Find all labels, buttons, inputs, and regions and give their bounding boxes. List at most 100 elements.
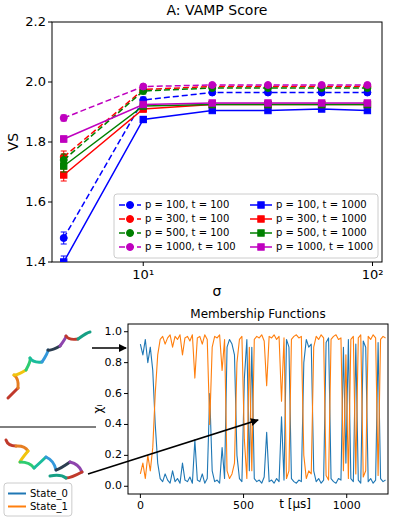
marker <box>318 82 325 89</box>
marker <box>265 107 271 113</box>
marker <box>61 259 67 262</box>
y-tick-label: 1.6 <box>25 194 46 209</box>
error-bar <box>61 136 67 142</box>
marker <box>209 82 216 89</box>
backbone-segment <box>66 336 78 339</box>
plot-area <box>140 335 385 483</box>
backbone-segment <box>48 346 60 350</box>
y-axis-title: χᵢ <box>91 404 105 413</box>
x-tick-label: 0 <box>137 499 144 512</box>
marker <box>61 136 67 142</box>
backbone-segment <box>34 457 46 468</box>
legend-box <box>114 194 378 258</box>
backbone-segment <box>50 475 66 478</box>
x-tick <box>140 494 141 498</box>
arrow <box>88 420 258 474</box>
x-tick-label: 10² <box>362 267 384 282</box>
series-line <box>64 103 368 139</box>
marker <box>60 235 67 242</box>
figure: A: VAMP Score1.41.61.82.02.210¹10²σVSp =… <box>0 0 398 521</box>
marker <box>364 100 370 106</box>
y-tick <box>124 424 128 425</box>
y-tick-label: 0.4 <box>105 417 123 430</box>
y-tick <box>48 142 52 143</box>
marker <box>209 107 215 113</box>
legend: State_0State_1 <box>4 483 72 516</box>
plot-area <box>60 82 371 263</box>
backbone-segment <box>8 388 18 398</box>
marker <box>60 115 67 122</box>
y-tick-label: 0.2 <box>105 448 123 461</box>
backbone-segment <box>42 350 48 362</box>
legend-marker <box>258 216 264 222</box>
legend-box <box>4 483 72 516</box>
legend-marker <box>258 202 264 208</box>
title: Membership Functions <box>190 307 325 321</box>
marker <box>265 100 271 106</box>
error-cap <box>61 181 67 182</box>
backbone-segment <box>46 457 56 470</box>
backbone-segment <box>70 462 82 472</box>
backbone-segment <box>60 336 66 346</box>
legend-marker <box>258 230 264 236</box>
y-tick <box>48 82 52 83</box>
y-tick-label: 2.2 <box>25 14 46 29</box>
backbone-segment <box>20 451 28 462</box>
legend-label: p = 100, t = 100 <box>145 199 229 210</box>
backbone-segment <box>6 440 16 446</box>
backbone-segment <box>66 472 82 478</box>
backbone-segment <box>78 332 90 339</box>
series-line <box>64 88 368 160</box>
error-cap <box>61 160 67 161</box>
y-tick-label: 1.4 <box>25 254 46 269</box>
marker <box>364 107 370 113</box>
x-tick-label: 1000 <box>333 499 361 512</box>
legend-label: p = 1000, t = 100 <box>145 241 236 252</box>
legend-label: p = 300, t = 1000 <box>276 213 367 224</box>
marker <box>364 82 371 89</box>
y-tick <box>124 486 128 487</box>
error-cap <box>61 172 67 173</box>
y-tick <box>48 262 52 263</box>
x-axis-title: σ <box>213 283 222 299</box>
marker <box>264 82 271 89</box>
series-line <box>140 335 385 480</box>
legend-swatch <box>8 493 26 495</box>
legend: p = 100, t = 100p = 300, t = 100p = 500,… <box>114 194 378 258</box>
error-bar <box>140 117 146 123</box>
legend-label: State_1 <box>30 501 68 513</box>
y-tick-label: 0.6 <box>105 387 123 400</box>
x-tick <box>143 262 144 266</box>
error-bar <box>61 115 67 121</box>
y-tick <box>48 22 52 23</box>
x-axis-title: t [μs] <box>279 497 311 511</box>
structure-state-1 <box>6 440 82 478</box>
marker <box>318 100 324 106</box>
separator <box>0 427 96 428</box>
marker <box>209 100 215 106</box>
legend-label: p = 500, t = 100 <box>145 227 229 238</box>
title: A: VAMP Score <box>167 2 268 18</box>
legend-label: p = 500, t = 1000 <box>276 227 367 238</box>
legend-label: State_0 <box>30 488 68 500</box>
error-cap <box>61 154 67 155</box>
backbone-segment <box>14 370 26 375</box>
structure-state-0 <box>8 332 90 398</box>
backbone-segment <box>30 358 42 362</box>
legend-marker <box>127 216 134 223</box>
backbone-segment <box>56 462 70 470</box>
y-tick <box>124 393 128 394</box>
x-tick <box>346 494 347 498</box>
error-bar <box>61 160 67 172</box>
error-cap <box>61 232 67 233</box>
y-tick <box>124 362 128 363</box>
y-tick <box>48 202 52 203</box>
marker <box>61 163 67 169</box>
marker <box>140 101 146 107</box>
legend-label: p = 100, t = 1000 <box>276 199 367 210</box>
legend-marker <box>258 244 264 250</box>
x-tick-label: 10¹ <box>132 267 154 282</box>
marker <box>140 83 147 90</box>
plot-frame <box>128 324 388 494</box>
y-tick <box>124 331 128 332</box>
